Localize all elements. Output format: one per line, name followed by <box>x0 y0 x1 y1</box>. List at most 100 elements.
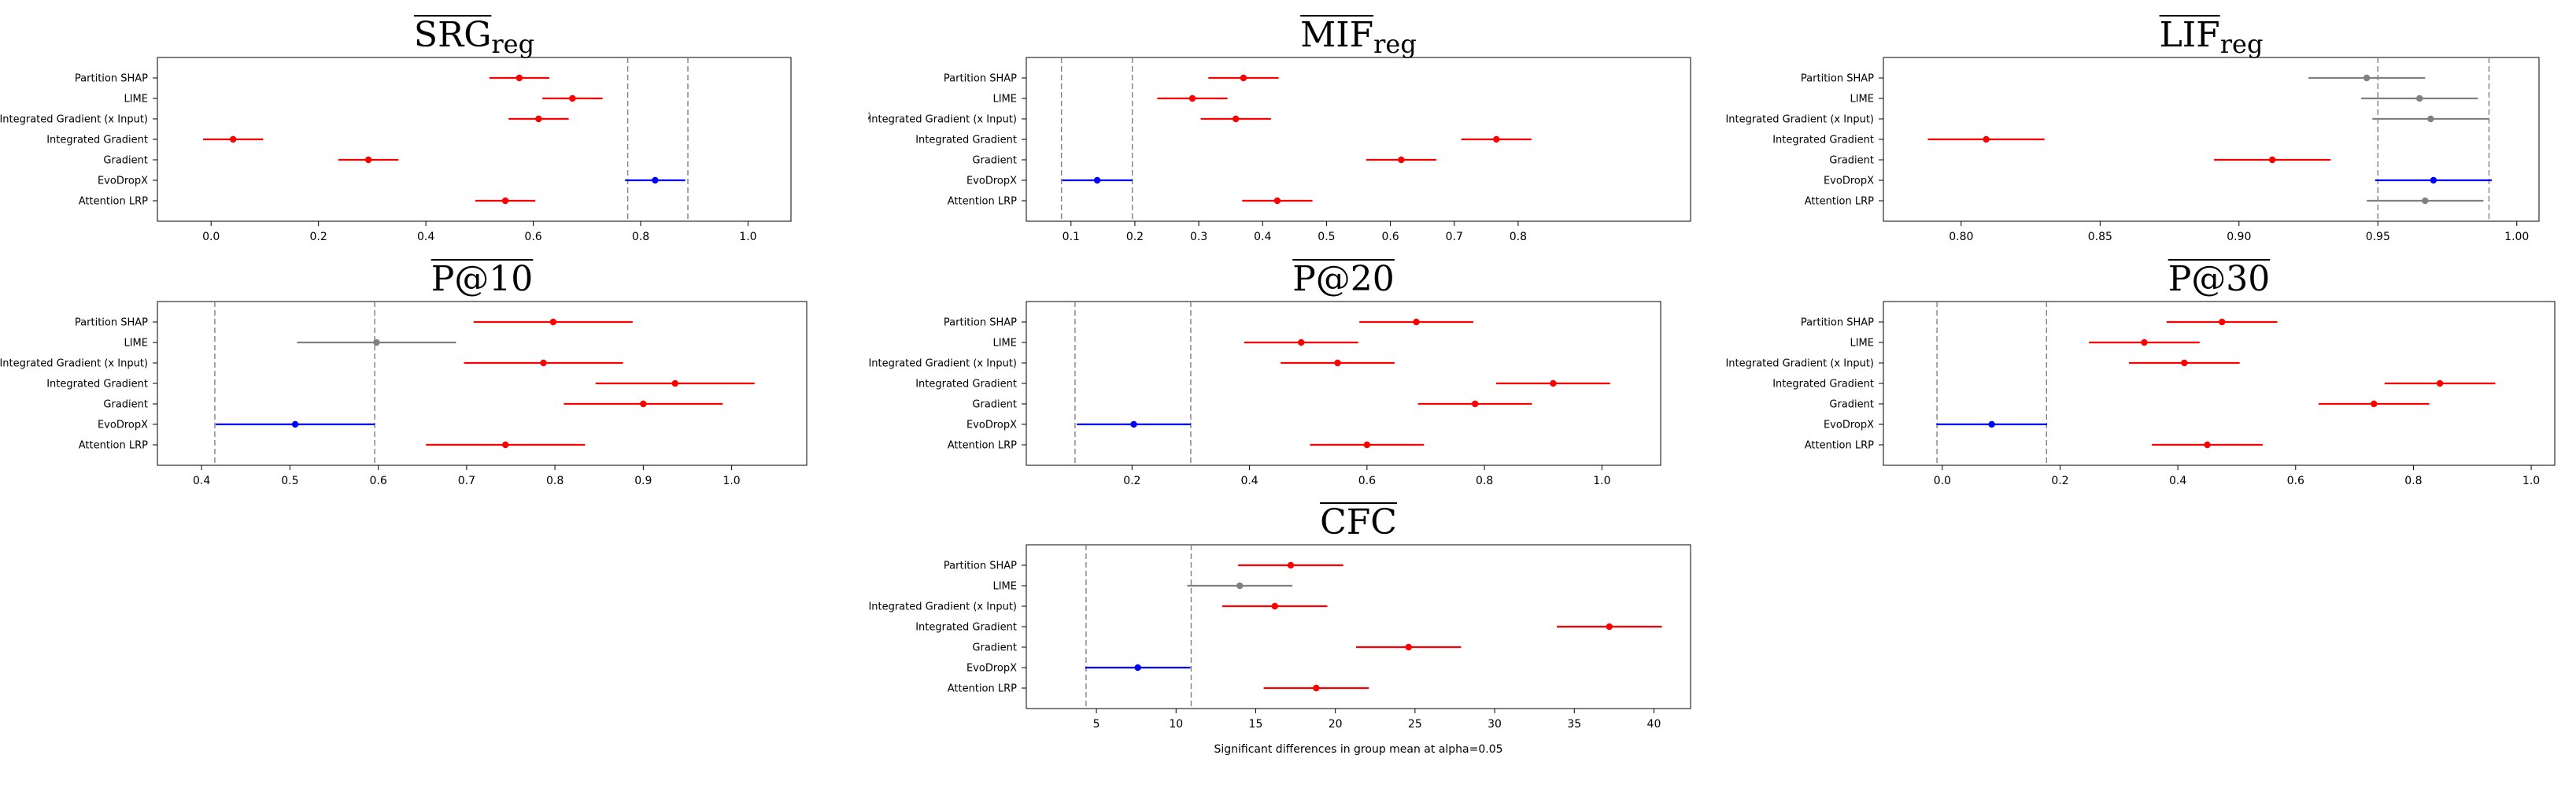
category-label: Partition SHAP <box>75 73 148 85</box>
x-tick-label: 0.2 <box>1126 231 1144 243</box>
chart-title: SRGreg <box>414 15 534 59</box>
mean-point <box>1983 135 1990 143</box>
category-label: Integrated Gradient (x Input) <box>868 114 1017 126</box>
chart-title: P@10 <box>431 259 534 299</box>
mean-point <box>540 359 547 367</box>
x-tick-label: 0.7 <box>1446 231 1463 243</box>
category-label: Integrated Gradient <box>1772 135 1874 146</box>
mean-point <box>1232 115 1240 123</box>
chart-panel: 0.0 0.2 0.4 0.6 0.8 1.0 Partition SHAP LIME Inte… <box>0 15 792 243</box>
category-label: Gradient <box>972 155 1017 167</box>
x-tick-label: 1.00 <box>2504 231 2529 243</box>
x-tick-label: 5 <box>1093 718 1100 731</box>
x-tick-label: 1.0 <box>723 475 740 487</box>
chart-panel: 0.2 0.4 0.6 0.8 1.0 Partition SHAP LIME Integra… <box>868 259 1661 487</box>
chart-title: CFC <box>1320 502 1397 542</box>
chart-title-subscript: reg <box>1373 29 1417 59</box>
category-label: Gradient <box>103 155 148 167</box>
x-tick-label: 1.0 <box>2522 475 2540 487</box>
x-tick-label: 30 <box>1488 718 1502 731</box>
mean-point <box>2430 176 2437 184</box>
category-label: Integrated Gradient <box>46 135 148 146</box>
category-label: Integrated Gradient <box>46 379 148 390</box>
mean-point <box>569 94 576 102</box>
category-label: Partition SHAP <box>944 73 1017 85</box>
category-label: LIME <box>992 338 1017 350</box>
mean-point <box>1273 197 1281 205</box>
category-label: Partition SHAP <box>944 317 1017 329</box>
mean-point <box>2181 359 2188 367</box>
category-label: Integrated Gradient <box>915 379 1017 390</box>
chart-title-main: P@30 <box>2168 259 2271 299</box>
mean-point <box>2427 115 2434 123</box>
x-tick-label: 0.2 <box>2051 475 2068 487</box>
mean-point <box>1363 441 1371 449</box>
chart-title-main: SRG <box>414 15 491 55</box>
mean-point <box>1271 602 1278 610</box>
category-label: Partition SHAP <box>1801 317 1874 329</box>
mean-point <box>1606 623 1613 631</box>
x-tick-label: 35 <box>1567 718 1581 731</box>
chart-title-main: P@20 <box>1292 259 1395 299</box>
mean-point <box>1287 561 1295 569</box>
mean-point <box>2204 441 2211 449</box>
mean-point <box>2268 156 2276 164</box>
x-tick-label: 0.3 <box>1190 231 1207 243</box>
x-tick-label: 0.0 <box>202 231 220 243</box>
category-label: LIME <box>1850 94 1874 105</box>
mean-point <box>1240 74 1247 82</box>
category-label: Attention LRP <box>948 683 1017 695</box>
chart-panel: 0.0 0.2 0.4 0.6 0.8 1.0 Partition SHAP LIME Inte… <box>1725 259 2556 487</box>
category-label: Gradient <box>972 399 1017 411</box>
mean-point <box>516 74 523 82</box>
x-tick-label: 25 <box>1408 718 1422 731</box>
chart-title: P@30 <box>2168 259 2271 299</box>
mean-point <box>1988 420 1995 428</box>
figure-note: ; <box>867 109 870 121</box>
mean-point <box>1134 664 1141 672</box>
mean-point <box>2416 94 2423 102</box>
x-tick-label: 0.95 <box>2366 231 2390 243</box>
x-tick-label: 0.0 <box>1934 475 1951 487</box>
x-tick-label: 0.8 <box>632 231 649 243</box>
category-label: Integrated Gradient <box>1772 379 1874 390</box>
mean-point <box>502 441 509 449</box>
mean-point <box>1493 135 1500 143</box>
x-tick-label: 0.6 <box>1358 475 1376 487</box>
x-tick-label: 0.6 <box>2287 475 2304 487</box>
mean-point <box>1093 176 1101 184</box>
mean-point <box>671 379 678 387</box>
chart-title-subscript: reg <box>491 29 534 59</box>
x-tick-label: 0.6 <box>524 231 541 243</box>
mean-point <box>501 197 509 205</box>
x-tick-label: 0.4 <box>2169 475 2186 487</box>
category-label: Attention LRP <box>948 196 1017 208</box>
x-tick-label: 0.90 <box>2227 231 2251 243</box>
category-label: Integrated Gradient (x Input) <box>1725 114 1874 126</box>
category-label: LIME <box>992 581 1017 593</box>
mean-point <box>2436 379 2444 387</box>
mean-point <box>1188 94 1196 102</box>
mean-point <box>1398 156 1405 164</box>
x-tick-label: 0.4 <box>1254 231 1271 243</box>
category-label: LIME <box>1850 338 1874 350</box>
x-tick-label: 0.4 <box>1240 475 1258 487</box>
category-label: LIME <box>124 94 148 105</box>
x-tick-label: 0.6 <box>1381 231 1399 243</box>
x-tick-label: 0.85 <box>2088 231 2112 243</box>
mean-point <box>1130 420 1137 428</box>
mean-point <box>2219 318 2226 326</box>
x-tick-label: 0.7 <box>458 475 475 487</box>
category-label: EvoDropX <box>966 176 1017 187</box>
category-label: Integrated Gradient <box>915 622 1017 634</box>
category-label: Integrated Gradient <box>915 135 1017 146</box>
mean-point <box>640 400 647 408</box>
chart-title-main: CFC <box>1320 502 1397 542</box>
x-tick-label: 0.8 <box>546 475 564 487</box>
mean-point <box>373 339 380 346</box>
category-label: Attention LRP <box>948 440 1017 452</box>
x-tick-label: 0.8 <box>1476 475 1493 487</box>
x-tick-label: 0.2 <box>1123 475 1140 487</box>
category-label: Attention LRP <box>1805 196 1874 208</box>
